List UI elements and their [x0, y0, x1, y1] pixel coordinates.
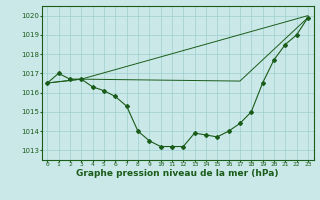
- X-axis label: Graphe pression niveau de la mer (hPa): Graphe pression niveau de la mer (hPa): [76, 169, 279, 178]
